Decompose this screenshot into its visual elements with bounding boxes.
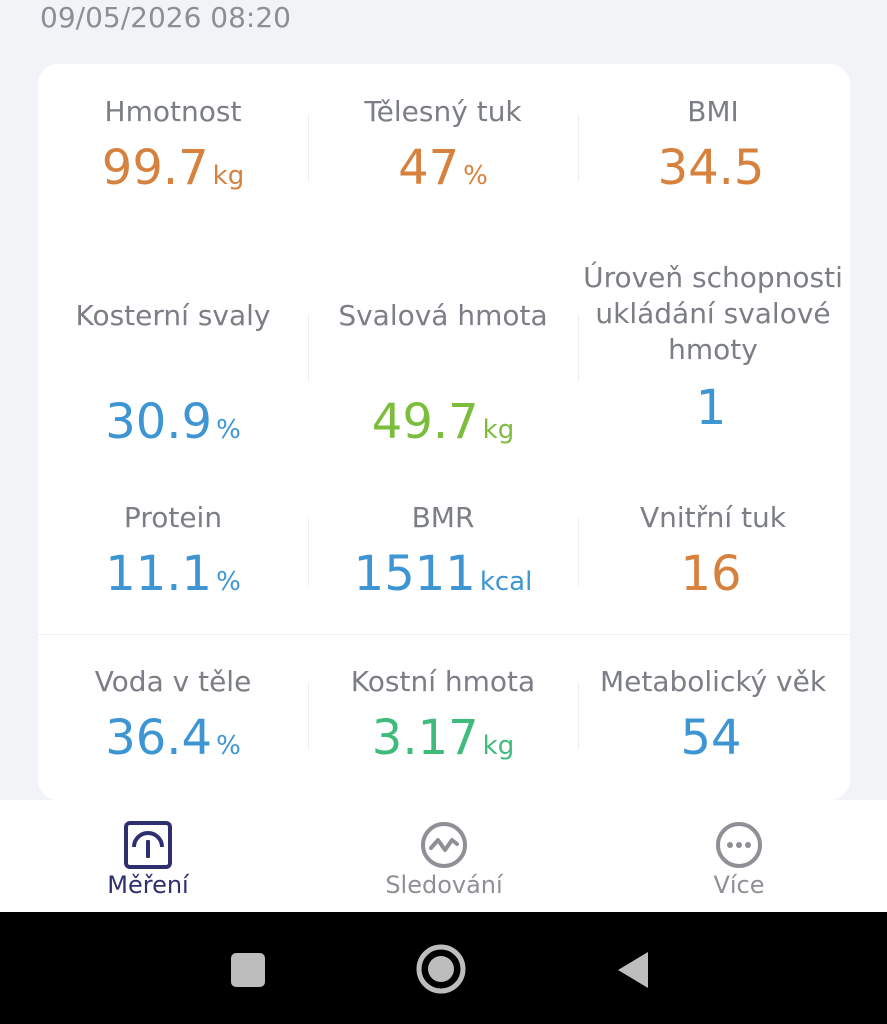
back-triangle-icon[interactable] [612, 948, 656, 992]
metric-body-water[interactable]: Voda v těle 36.4% [38, 664, 308, 774]
column-divider [308, 314, 309, 382]
metric-label: BMI [687, 95, 739, 128]
home-circle-icon[interactable] [414, 942, 468, 996]
scale-gauge-icon [123, 820, 173, 870]
tab-tracking[interactable]: Sledování [296, 800, 592, 912]
column-divider [578, 314, 579, 382]
tab-label: Více [713, 871, 765, 899]
metric-value: 16 [680, 546, 742, 602]
measurement-timestamp: 09/05/2026 08:20 [40, 1, 291, 34]
metric-bone-mass[interactable]: Kostní hmota 3.17 kg [308, 664, 578, 774]
system-navigation-bar [0, 912, 887, 1024]
tab-label: Sledování [385, 871, 503, 899]
tab-measurement[interactable]: Měření [0, 800, 296, 912]
tab-more[interactable]: Více [591, 800, 887, 912]
metric-metabolic-age[interactable]: Metabolický věk 54 [578, 664, 848, 774]
metric-visceral-fat[interactable]: Vnitřní tuk 16 [578, 500, 848, 610]
metric-weight[interactable]: Hmotnost 99.7 kg [38, 94, 308, 204]
metric-label: Kosterní svaly [75, 299, 271, 332]
column-divider [308, 518, 309, 586]
metric-label: Tělesný tuk [364, 95, 522, 128]
bottom-tab-bar: Měření Sledování Více [0, 800, 887, 912]
metric-skeletal-muscle[interactable]: Kosterní svaly 30.9% [38, 298, 308, 458]
metric-label: Úroveň schopnosti ukládání svalové hmoty [583, 261, 843, 366]
metric-body-fat[interactable]: Tělesný tuk 47% [308, 94, 578, 204]
metric-value: 3.17 kg [371, 710, 515, 766]
metric-value: 99.7 kg [101, 140, 245, 196]
metric-value: 34.5 [657, 140, 765, 196]
recents-square-icon[interactable] [226, 948, 270, 992]
metric-value: 1511 kcal [353, 546, 533, 602]
metric-muscle-storage-level[interactable]: Úroveň schopnosti ukládání svalové hmoty… [578, 260, 848, 444]
column-divider [578, 682, 579, 750]
metric-label: Protein [123, 501, 223, 534]
metrics-card: Hmotnost 99.7 kg Tělesný tuk 47% BMI 34.5… [38, 64, 850, 800]
metric-muscle-mass[interactable]: Svalová hmota 49.7 kg [308, 298, 578, 458]
column-divider [578, 518, 579, 586]
metric-value: 30.9% [105, 394, 241, 450]
metric-value: 1 [695, 380, 727, 436]
metric-value: 36.4% [105, 710, 241, 766]
column-divider [578, 114, 579, 182]
row-divider [38, 634, 850, 635]
more-dots-icon [714, 820, 764, 870]
metric-value: 11.1% [105, 546, 241, 602]
metric-protein[interactable]: Protein 11.1% [38, 500, 308, 610]
column-divider [308, 682, 309, 750]
tab-label: Měření [107, 871, 189, 899]
metric-bmr[interactable]: BMR 1511 kcal [308, 500, 578, 610]
metric-value: 49.7 kg [371, 394, 515, 450]
metric-label: BMR [411, 501, 475, 534]
metric-label: Voda v těle [94, 665, 252, 698]
metric-label: Kostní hmota [350, 665, 536, 698]
metric-label: Metabolický věk [599, 665, 827, 698]
metric-label: Svalová hmota [338, 299, 548, 332]
trend-chart-icon [419, 820, 469, 870]
metric-value: 54 [680, 710, 742, 766]
column-divider [308, 114, 309, 182]
metric-value: 47% [398, 140, 488, 196]
metric-label: Vnitřní tuk [639, 501, 787, 534]
metric-label: Hmotnost [104, 95, 242, 128]
metric-bmi[interactable]: BMI 34.5 [578, 94, 848, 204]
